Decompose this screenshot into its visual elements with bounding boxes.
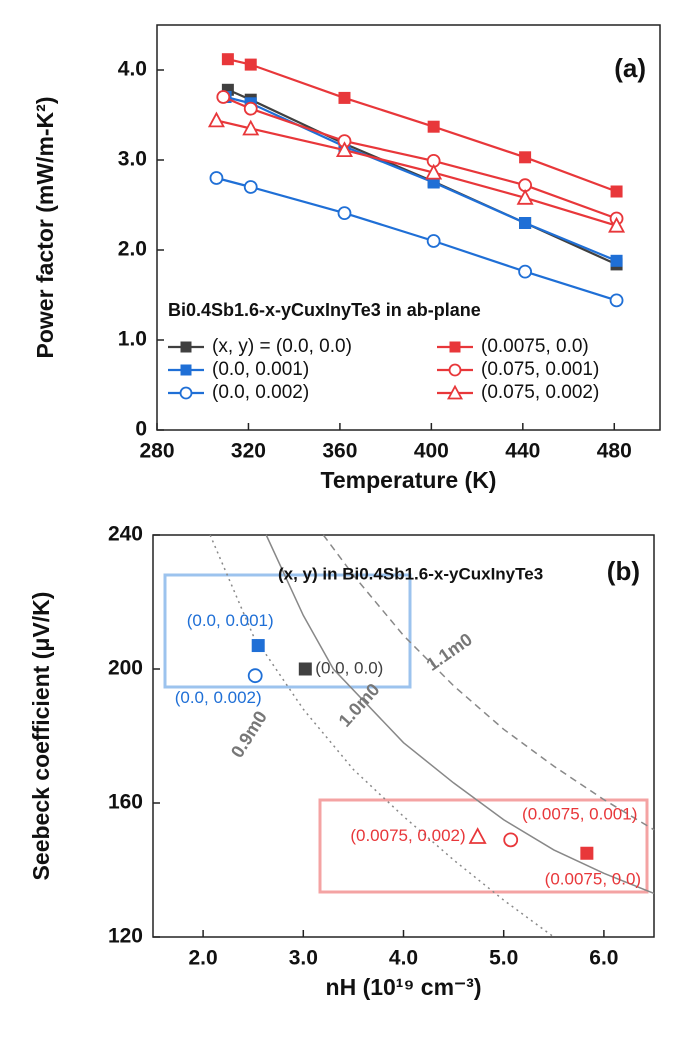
marker [610, 185, 623, 198]
panel-label: (b) [607, 556, 640, 586]
marker [251, 639, 265, 653]
point-label: (0.0075, 0.002) [350, 826, 465, 845]
legend-marker [180, 341, 192, 353]
x-tick-label: 2.0 [188, 947, 217, 970]
marker [580, 846, 594, 860]
series-line [216, 119, 617, 227]
marker [243, 101, 258, 116]
marker [247, 668, 263, 684]
x-tick-label: 5.0 [489, 947, 518, 970]
effective-mass-curve [209, 534, 555, 938]
x-tick-label: 6.0 [589, 947, 618, 970]
marker [242, 119, 260, 136]
marker [516, 188, 534, 205]
marker [337, 206, 352, 221]
y-tick-label: 240 [108, 523, 143, 546]
marker [518, 264, 533, 279]
marker [519, 151, 532, 164]
x-tick-label: 3.0 [289, 947, 318, 970]
marker [207, 111, 225, 128]
y-tick-label: 120 [108, 925, 143, 948]
point-label: (0.0075, 0.001) [522, 804, 637, 823]
legend-marker [449, 341, 461, 353]
series-line [227, 58, 617, 193]
marker [209, 171, 224, 185]
marker [519, 217, 532, 229]
red-group-box [318, 798, 649, 894]
marker [609, 293, 624, 308]
y-tick-label: 200 [108, 657, 143, 680]
effective-mass-curve [322, 534, 655, 831]
curve-label: 0.9m0 [227, 707, 271, 761]
marker [426, 234, 441, 248]
effective-mass-curve [265, 534, 655, 895]
marker [468, 827, 487, 844]
x-tick-label: 320 [231, 440, 266, 463]
legend-marker [179, 386, 193, 400]
legend-title: Bi0.4Sb1.6-x-yCuxInyTe3 in ab-plane [168, 300, 481, 320]
marker [221, 53, 234, 66]
legend-marker [446, 384, 464, 400]
marker [503, 832, 519, 848]
marker [425, 163, 443, 180]
plot-frame [156, 24, 661, 431]
point-label: (0.0, 0.0) [315, 658, 383, 677]
y-tick-label: 4.0 [118, 58, 147, 81]
y-axis-label: Power factor (mW/m-K²) [32, 97, 58, 359]
legend-marker [180, 364, 192, 376]
marker [216, 90, 231, 104]
point-label: (0.0075, 0.0) [545, 870, 641, 889]
curve-label: 1.1m0 [423, 629, 476, 675]
x-tick-label: 4.0 [389, 947, 418, 970]
y-tick-label: 3.0 [118, 148, 147, 171]
x-tick-label: 280 [139, 440, 174, 463]
marker [427, 120, 440, 133]
panel-label: (a) [614, 53, 646, 83]
y-axis-label: Seebeck coefficient (μV/K) [28, 592, 54, 881]
x-tick-label: 440 [505, 440, 540, 463]
blue-group-box [163, 573, 412, 689]
y-tick-label: 2.0 [118, 238, 147, 261]
x-axis-label: Temperature (K) [321, 467, 497, 493]
legend-marker [448, 363, 462, 377]
marker [243, 180, 258, 194]
y-tick-label: 0 [135, 418, 147, 441]
y-tick-label: 1.0 [118, 328, 147, 351]
marker [335, 141, 353, 157]
legend-label: (0.0, 0.002) [212, 382, 309, 403]
marker [244, 58, 257, 71]
marker [608, 216, 626, 233]
legend-label: (0.075, 0.002) [481, 382, 599, 403]
legend-label: (0.0, 0.001) [212, 359, 309, 380]
marker [338, 91, 351, 104]
x-tick-label: 400 [414, 440, 449, 463]
legend-label: (0.0075, 0.0) [481, 336, 589, 357]
point-label: (0.0, 0.001) [187, 611, 274, 630]
marker [298, 662, 312, 676]
marker [610, 254, 623, 267]
x-tick-label: 480 [597, 440, 632, 463]
y-tick-label: 160 [108, 791, 143, 814]
x-tick-label: 360 [322, 440, 357, 463]
point-label: (0.0, 0.002) [175, 688, 262, 707]
legend-label: (0.075, 0.001) [481, 359, 599, 380]
legend-label: (x, y) = (0.0, 0.0) [212, 336, 352, 357]
annotation: (x, y) in Bi0.4Sb1.6-x-yCuxInyTe3 [278, 564, 543, 583]
x-axis-label: nH (10¹⁹ cm⁻³) [326, 974, 482, 1000]
